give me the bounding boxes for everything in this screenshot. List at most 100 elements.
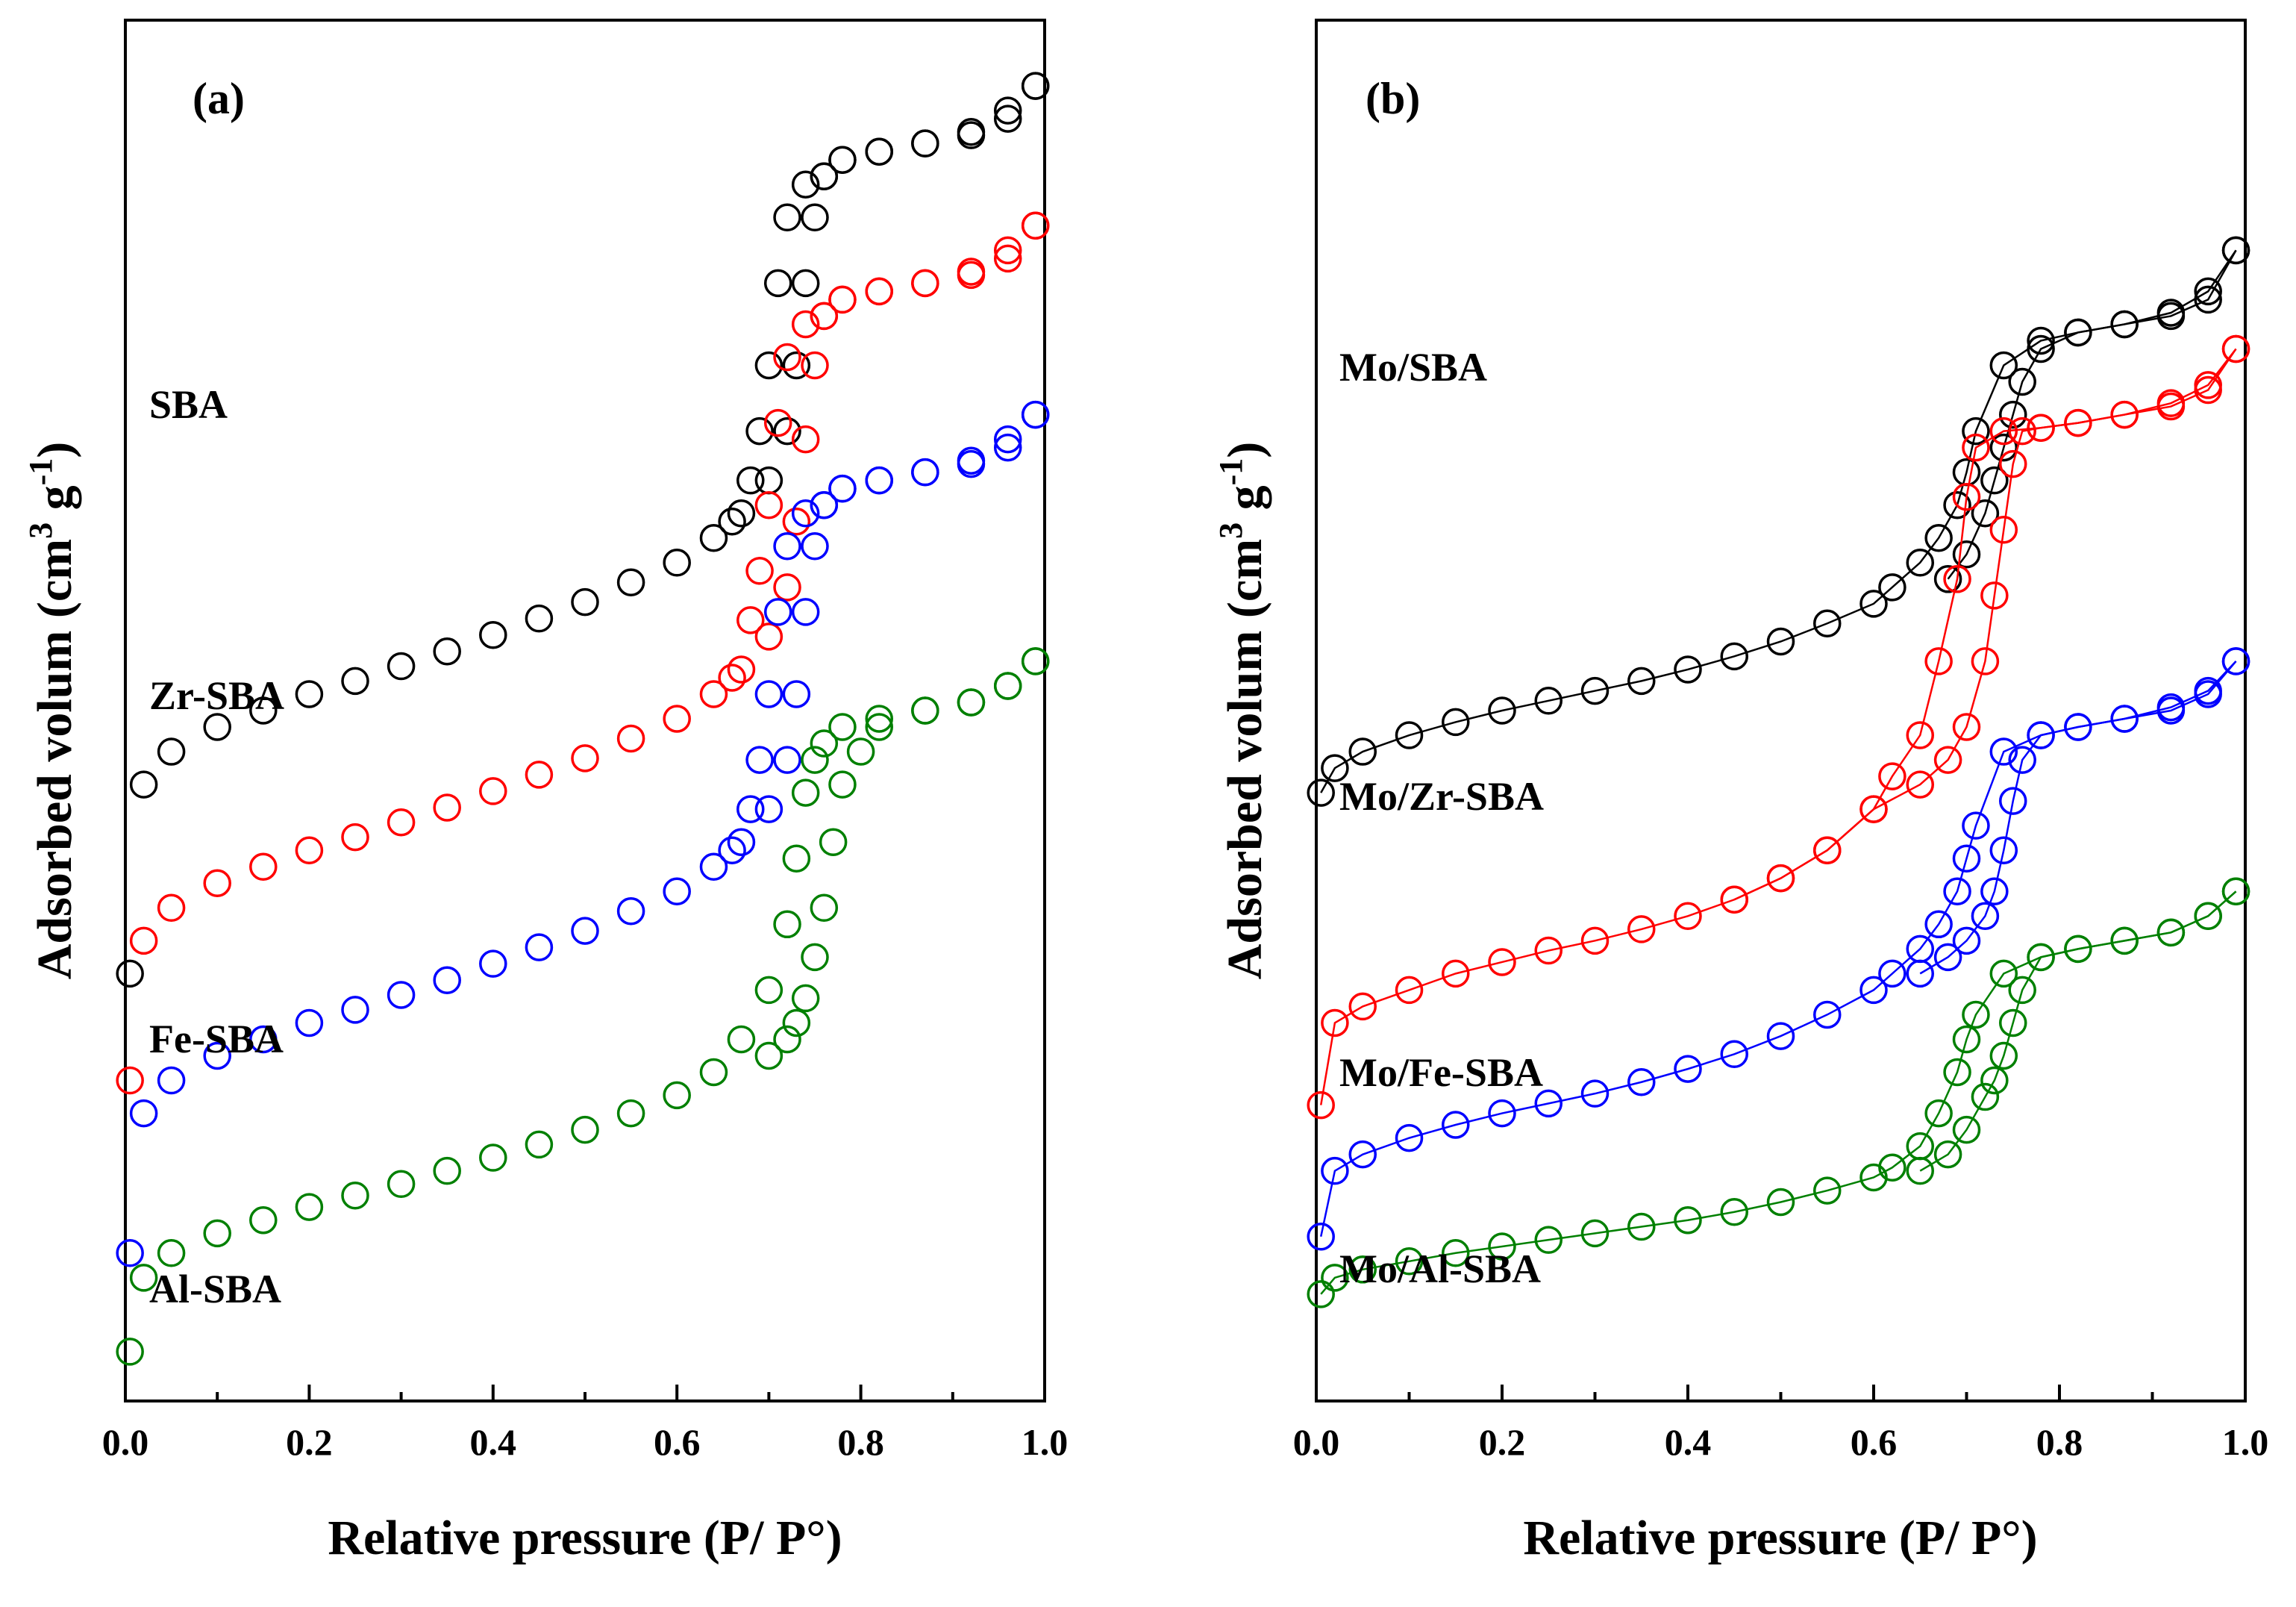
adsorption-point: [1943, 565, 1971, 593]
desorption-line: [1919, 890, 2237, 1172]
adsorption-point: [828, 713, 857, 741]
adsorption-point: [727, 655, 756, 684]
adsorption-point: [1395, 1247, 1424, 1276]
series-mo-fe-sba: [1307, 647, 2250, 1251]
adsorption-point: [1321, 1008, 1349, 1037]
desorption-point: [1952, 540, 1981, 569]
adsorption-point: [203, 1219, 231, 1248]
adsorption-point: [1720, 642, 1748, 671]
adsorption-point: [129, 1264, 158, 1292]
desorption-point: [1906, 770, 1934, 799]
adsorption-point: [1534, 1226, 1563, 1254]
panel-a-y-title-sup2: -1: [22, 458, 59, 486]
desorption-point: [2194, 277, 2222, 306]
adsorption-point: [157, 893, 186, 923]
adsorption-point: [1943, 1058, 1971, 1087]
desorption-point: [2156, 389, 2186, 417]
desorption-point: [745, 416, 774, 446]
panel-a-y-axis-title: Adsorbed volum (cm3 g-1): [22, 442, 82, 979]
x-tick-label: 0.4: [470, 1421, 517, 1463]
adsorption-point: [433, 793, 461, 822]
adsorption-point: [116, 1338, 144, 1366]
desorption-point: [736, 466, 765, 495]
adsorption-point: [801, 351, 829, 380]
adsorption-point: [1580, 676, 1610, 705]
adsorption-point: [773, 910, 801, 939]
adsorption-point: [616, 896, 645, 926]
adsorption-point: [525, 761, 554, 789]
adsorption-point: [791, 778, 820, 807]
adsorption-point: [1580, 1079, 1610, 1108]
adsorption-point: [1878, 959, 1906, 988]
desorption-point: [773, 532, 801, 561]
desorption-point: [745, 557, 774, 585]
x-tick-label: 0.6: [654, 1421, 701, 1463]
panel-a-y-title-mid: g: [28, 485, 82, 522]
desorption-point: [754, 680, 783, 708]
adsorption-point: [295, 836, 324, 864]
adsorption-point: [699, 852, 728, 881]
desorption-point: [1933, 1140, 1962, 1169]
adsorption-point: [341, 667, 369, 696]
desorption-point: [2027, 414, 2055, 442]
adsorption-point: [433, 637, 461, 666]
desorption-point: [911, 129, 939, 157]
desorption-point: [828, 474, 857, 503]
adsorption-point: [2027, 326, 2055, 355]
adsorption-point: [663, 705, 691, 733]
series-zr-sba: [116, 211, 1050, 1095]
adsorption-point: [699, 680, 728, 708]
desorption-point: [718, 664, 746, 692]
desorption-point: [2194, 676, 2222, 705]
adsorption-point: [129, 1099, 158, 1128]
x-tick-label: 0.0: [1293, 1421, 1340, 1463]
adsorption-point: [1321, 1156, 1349, 1185]
adsorption-point: [1307, 1223, 1335, 1251]
desorption-line: [1919, 661, 2237, 975]
desorption-point: [1021, 211, 1050, 240]
adsorption-line: [1320, 661, 2237, 1238]
adsorption-point: [129, 770, 158, 799]
adsorption-point: [525, 604, 554, 633]
desorption-point: [1720, 885, 1748, 914]
x-tick-label: 1.0: [1022, 1421, 1069, 1463]
adsorption-point: [203, 713, 231, 741]
adsorption-point: [1488, 1232, 1516, 1261]
adsorption-point: [203, 1041, 231, 1070]
adsorption-point: [773, 573, 801, 602]
adsorption-point: [663, 877, 691, 906]
adsorption-point: [663, 1081, 691, 1110]
desorption-point: [1999, 400, 2027, 429]
adsorption-point: [1766, 627, 1795, 656]
desorption-point: [773, 1025, 801, 1054]
adsorption-point: [571, 587, 599, 617]
desorption-point: [1989, 433, 2018, 462]
adsorption-point: [571, 917, 599, 945]
desorption-point: [957, 118, 986, 146]
x-tick-label: 0.8: [2036, 1421, 2083, 1463]
desorption-point: [1999, 449, 2027, 478]
adsorption-point: [791, 598, 820, 626]
adsorption-point: [663, 549, 691, 577]
desorption-point: [773, 343, 801, 372]
adsorption-point: [479, 620, 507, 649]
panel-a-marks: [116, 72, 1050, 1366]
adsorption-point: [993, 244, 1022, 273]
desorption-point: [2221, 236, 2250, 265]
desorption-point: [2027, 943, 2055, 972]
series-label: SBA: [149, 382, 228, 427]
adsorption-point: [1813, 1176, 1842, 1205]
adsorption-point: [157, 1239, 186, 1267]
adsorption-point: [129, 926, 158, 955]
adsorption-point: [1395, 721, 1424, 749]
desorption-point: [1906, 959, 1934, 988]
adsorption-point: [387, 981, 416, 1009]
adsorption-point: [295, 1008, 324, 1037]
panel-b-y-axis-title: Adsorbed volum (cm3 g-1): [1213, 442, 1272, 979]
adsorption-point: [433, 966, 461, 994]
desorption-point: [801, 943, 829, 972]
desorption-point: [2008, 976, 2036, 1005]
adsorption-point: [1924, 1099, 1953, 1128]
adsorption-point: [1488, 1099, 1516, 1128]
panel-b-y-title-main: Adsorbed volum (cm: [1218, 539, 1272, 979]
